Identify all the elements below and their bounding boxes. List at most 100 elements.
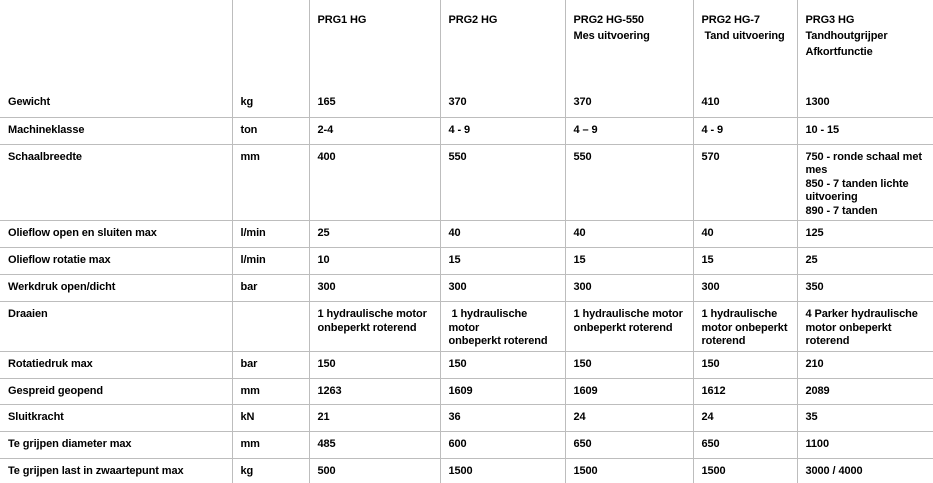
column-header-prg1-hg: PRG1 HG (308, 0, 441, 90)
cell-value: 410 (692, 90, 798, 118)
cell-value: 15 (439, 247, 566, 275)
cell-value: 1 hydraulische motor onbeperkt roterend (564, 301, 694, 352)
row-label: Gespreid geopend (0, 377, 233, 405)
cell-value: 550 (564, 143, 694, 221)
cell-value: 1263 (308, 377, 441, 405)
column-header-prg2-hg-7: PRG2 HG-7 Tand uitvoering (692, 0, 798, 90)
cell-value: 550 (439, 143, 566, 221)
row-unit: mm (231, 143, 310, 221)
cell-value: 485 (308, 430, 441, 459)
row-unit: l/min (231, 247, 310, 275)
cell-value: 300 (439, 274, 566, 302)
cell-value: 370 (564, 90, 694, 118)
cell-value: 2089 (796, 377, 933, 405)
column-header-prg2-hg-550: PRG2 HG-550 Mes uitvoering (564, 0, 694, 90)
cell-value: 650 (692, 430, 798, 459)
cell-value: 21 (308, 403, 441, 432)
table-row-te-grijpen-diameter: Te grijpen diameter max mm 485 600 650 6… (0, 430, 933, 459)
table-row-sluitkracht: Sluitkracht kN 21 36 24 24 35 (0, 403, 933, 432)
row-unit: mm (231, 377, 310, 405)
cell-value: 1 hydraulische motor onbeperkt roterend (692, 301, 798, 352)
row-label: Draaien (0, 301, 233, 352)
cell-value: 150 (564, 350, 694, 379)
table-row-te-grijpen-last: Te grijpen last in zwaartepunt max kg 50… (0, 457, 933, 483)
cell-value: 750 - ronde schaal met mes 850 - 7 tande… (796, 143, 933, 221)
table-row-schaalbreedte: Schaalbreedte mm 400 550 550 570 750 - r… (0, 143, 933, 221)
table-row-werkdruk: Werkdruk open/dicht bar 300 300 300 300 … (0, 274, 933, 302)
cell-value: 570 (692, 143, 798, 221)
cell-value: 40 (692, 220, 798, 248)
cell-value: 1609 (564, 377, 694, 405)
cell-value: 4 - 9 (439, 116, 566, 145)
column-header-prg2-hg: PRG2 HG (439, 0, 566, 90)
cell-value: 36 (439, 403, 566, 432)
table-row-rotatiedruk: Rotatiedruk max bar 150 150 150 150 210 (0, 350, 933, 379)
cell-value: 15 (564, 247, 694, 275)
row-label: Te grijpen diameter max (0, 430, 233, 459)
header-cell-label-spacer (0, 0, 233, 90)
cell-value: 1500 (564, 457, 694, 483)
row-unit: kg (231, 90, 310, 118)
cell-value: 125 (796, 220, 933, 248)
header-cell-unit-spacer (231, 0, 310, 90)
cell-value: 300 (564, 274, 694, 302)
row-label: Schaalbreedte (0, 143, 233, 221)
row-unit: bar (231, 274, 310, 302)
table-row-draaien: Draaien 1 hydraulische motor onbeperkt r… (0, 301, 933, 352)
cell-value: 400 (308, 143, 441, 221)
cell-value: 1 hydraulische motor onbeperkt roterend (439, 301, 566, 352)
cell-value: 650 (564, 430, 694, 459)
row-label: Rotatiedruk max (0, 350, 233, 379)
row-label: Machineklasse (0, 116, 233, 145)
cell-value: 35 (796, 403, 933, 432)
cell-value: 1 hydraulische motor onbeperkt roterend (308, 301, 441, 352)
row-label: Olieflow rotatie max (0, 247, 233, 275)
cell-value: 370 (439, 90, 566, 118)
cell-value: 15 (692, 247, 798, 275)
cell-value: 40 (439, 220, 566, 248)
cell-value: 150 (308, 350, 441, 379)
row-unit: mm (231, 430, 310, 459)
table-row-olieflow-rotatie: Olieflow rotatie max l/min 10 15 15 15 2… (0, 247, 933, 275)
cell-value: 500 (308, 457, 441, 483)
cell-value: 150 (439, 350, 566, 379)
header-row: PRG1 HG PRG2 HG PRG2 HG-550 Mes uitvoeri… (0, 0, 933, 90)
row-label: Olieflow open en sluiten max (0, 220, 233, 248)
row-label: Te grijpen last in zwaartepunt max (0, 457, 233, 483)
cell-value: 300 (308, 274, 441, 302)
cell-value: 300 (692, 274, 798, 302)
cell-value: 350 (796, 274, 933, 302)
cell-value: 1609 (439, 377, 566, 405)
row-unit: l/min (231, 220, 310, 248)
cell-value: 150 (692, 350, 798, 379)
table-row-gewicht: Gewicht kg 165 370 370 410 1300 (0, 90, 933, 118)
row-unit: ton (231, 116, 310, 145)
cell-value: 3000 / 4000 (796, 457, 933, 483)
cell-value: 2-4 (308, 116, 441, 145)
cell-value: 1300 (796, 90, 933, 118)
cell-value: 24 (692, 403, 798, 432)
row-unit: kN (231, 403, 310, 432)
cell-value: 25 (308, 220, 441, 248)
cell-value: 24 (564, 403, 694, 432)
cell-value: 210 (796, 350, 933, 379)
cell-value: 25 (796, 247, 933, 275)
cell-value: 1100 (796, 430, 933, 459)
row-label: Werkdruk open/dicht (0, 274, 233, 302)
table-row-machineklasse: Machineklasse ton 2-4 4 - 9 4 – 9 4 - 9 … (0, 116, 933, 145)
cell-value: 4 – 9 (564, 116, 694, 145)
cell-value: 4 Parker hydraulische motor onbeperkt ro… (796, 301, 933, 352)
row-unit: kg (231, 457, 310, 483)
row-unit: bar (231, 350, 310, 379)
table-row-olieflow-open-sluiten: Olieflow open en sluiten max l/min 25 40… (0, 220, 933, 248)
cell-value: 40 (564, 220, 694, 248)
row-label: Gewicht (0, 90, 233, 118)
row-label: Sluitkracht (0, 403, 233, 432)
cell-value: 1500 (439, 457, 566, 483)
column-header-prg3-hg: PRG3 HG Tandhoutgrijper Afkortfunctie (796, 0, 933, 90)
table-row-gespreid-geopend: Gespreid geopend mm 1263 1609 1609 1612 … (0, 377, 933, 405)
cell-value: 1612 (692, 377, 798, 405)
row-unit (231, 301, 310, 352)
cell-value: 1500 (692, 457, 798, 483)
